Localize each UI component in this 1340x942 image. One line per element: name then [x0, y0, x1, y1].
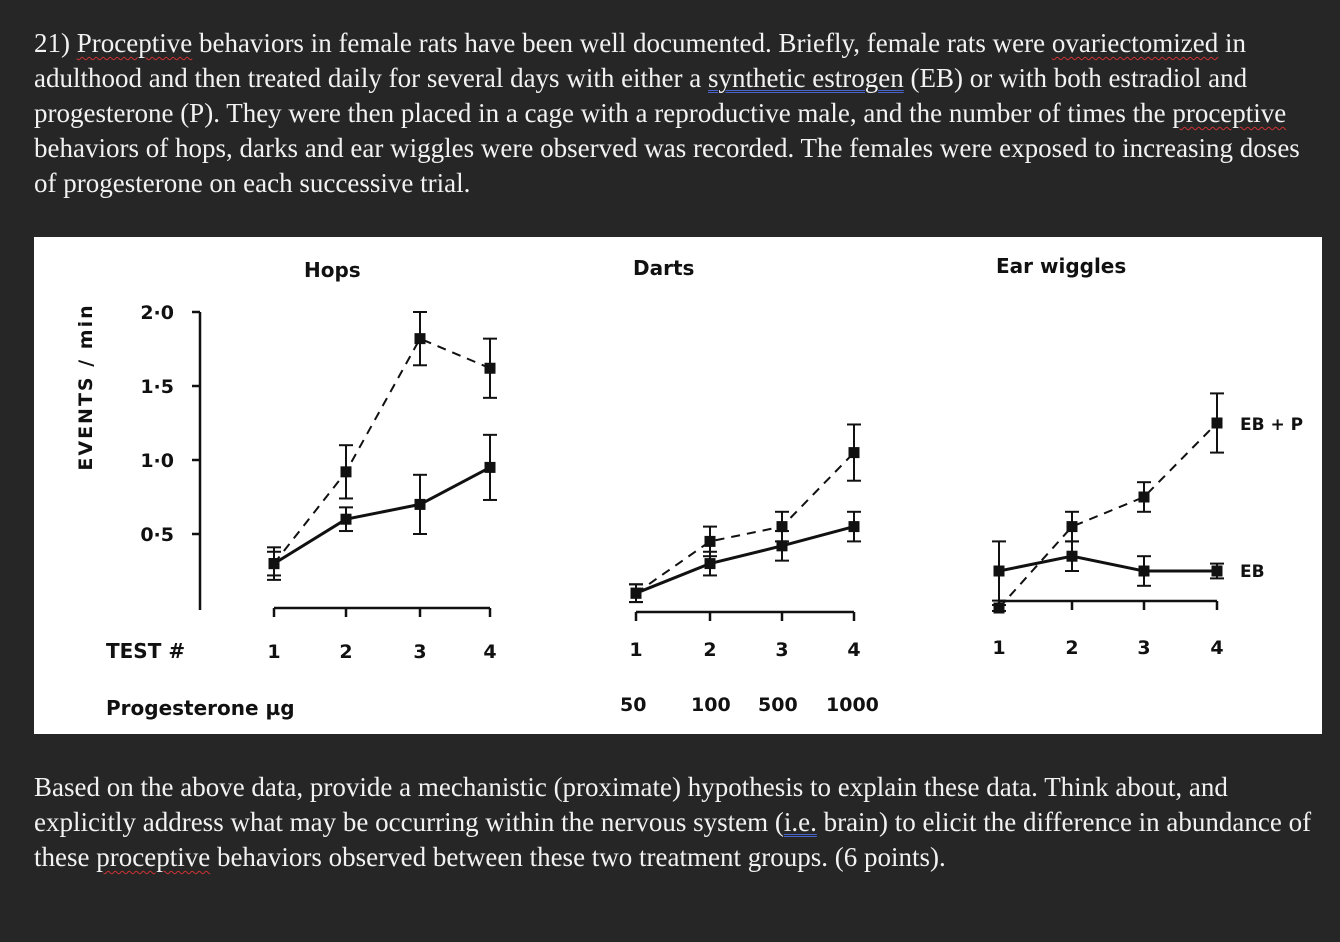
eb-p-data-point	[340, 466, 352, 478]
eb-series-line	[273, 466, 491, 565]
spell-flag-ovariectomized: ovariectomized	[1051, 28, 1219, 58]
eb-data-point	[848, 521, 860, 533]
eb-data-point	[630, 587, 642, 599]
test-number-label: 3	[1137, 637, 1150, 659]
y-tick-label: 0·5	[140, 524, 174, 546]
question-part-3: (EB) or with both estradiol and progeste…	[34, 63, 1248, 128]
test-number-label: 4	[483, 641, 496, 663]
eb-p-data-point	[414, 333, 426, 345]
eb-series-line	[998, 554, 1217, 573]
eb-data-point	[776, 540, 788, 552]
figure: EVENTS / min 2·0 1·5 1·0 0·5 Hops Darts …	[34, 237, 1322, 734]
y-axis-label: EVENTS / min	[75, 303, 97, 470]
question-text: 21) Proceptive behaviors in female rats …	[34, 26, 1324, 201]
grammar-flag-synthetic-estrogen: synthetic estrogen	[708, 63, 904, 93]
behavior-chart: EVENTS / min 2·0 1·5 1·0 0·5 Hops Darts …	[75, 254, 1303, 720]
eb-p-data-point	[1066, 521, 1078, 533]
followup-part-1: Based on the above data, provide a mecha…	[34, 772, 1228, 837]
y-tick-label: 2·0	[140, 302, 174, 324]
y-tick-label: 1·0	[140, 450, 174, 472]
dose-label: 500	[758, 694, 798, 716]
legend-eb: EB	[1240, 562, 1265, 582]
legend-eb-p: EB + P	[1240, 415, 1303, 435]
panel-title-darts: Darts	[633, 256, 694, 280]
eb-data-point	[704, 558, 716, 570]
spell-flag-proceptive-3: proceptive	[96, 842, 211, 872]
eb-p-data-point	[484, 362, 496, 374]
grammar-flag-ie: i.e.	[783, 807, 817, 837]
test-number-label: 4	[847, 639, 860, 661]
eb-data-point	[340, 513, 352, 525]
test-number-label: 2	[339, 641, 352, 663]
eb-data-point	[993, 565, 1005, 577]
question-number: 21)	[34, 28, 70, 58]
question-part-4: behaviors of hops, darks and ear wiggles…	[34, 133, 1300, 198]
y-tick-label: 1·5	[140, 376, 174, 398]
dose-label: 50	[620, 694, 646, 716]
eb-p-data-point	[848, 447, 860, 459]
followup-part-2: brain) to elicit the difference in abund…	[34, 807, 1312, 872]
eb-data-point	[1211, 565, 1223, 577]
test-number-label: 2	[1065, 637, 1078, 659]
eb-p-data-point	[1211, 417, 1223, 429]
test-number-label: 2	[703, 639, 716, 661]
progesterone-label: Progesterone µg	[106, 696, 295, 720]
test-number-label: TEST #	[106, 639, 185, 663]
eb-series-line	[635, 525, 855, 595]
question-part-1: behaviors in female rats have been well …	[198, 28, 1046, 58]
eb-p-series-line	[273, 337, 491, 565]
panel-title-ear-wiggles: Ear wiggles	[996, 254, 1126, 278]
eb-data-point	[484, 461, 496, 473]
eb-p-data-point	[993, 602, 1005, 614]
eb-data-point	[1138, 565, 1150, 577]
eb-data-point	[414, 498, 426, 510]
dose-label: 100	[691, 694, 731, 716]
eb-p-series-line	[635, 451, 855, 595]
eb-p-data-point	[776, 521, 788, 533]
test-number-label: 1	[267, 641, 280, 663]
eb-data-point	[1066, 550, 1078, 562]
panel-title-hops: Hops	[304, 258, 361, 282]
test-number-label: 1	[992, 637, 1005, 659]
eb-data-point	[268, 558, 280, 570]
dose-label: 1000	[826, 694, 879, 716]
test-number-label: 3	[775, 639, 788, 661]
test-number-label: 4	[1210, 637, 1223, 659]
followup-question: Based on the above data, provide a mecha…	[34, 770, 1324, 875]
test-number-label: 3	[413, 641, 426, 663]
spell-flag-proceptive-2: proceptive	[1172, 98, 1287, 128]
eb-p-data-point	[704, 535, 716, 547]
followup-part-3: behaviors observed between these two tre…	[216, 842, 946, 872]
test-number-label: 1	[629, 639, 642, 661]
eb-p-series-line	[998, 422, 1218, 609]
eb-p-data-point	[1138, 491, 1150, 503]
spell-flag-proceptive: Proceptive	[76, 28, 193, 58]
question-part-2: in adulthood and then treated daily for …	[34, 28, 1247, 93]
